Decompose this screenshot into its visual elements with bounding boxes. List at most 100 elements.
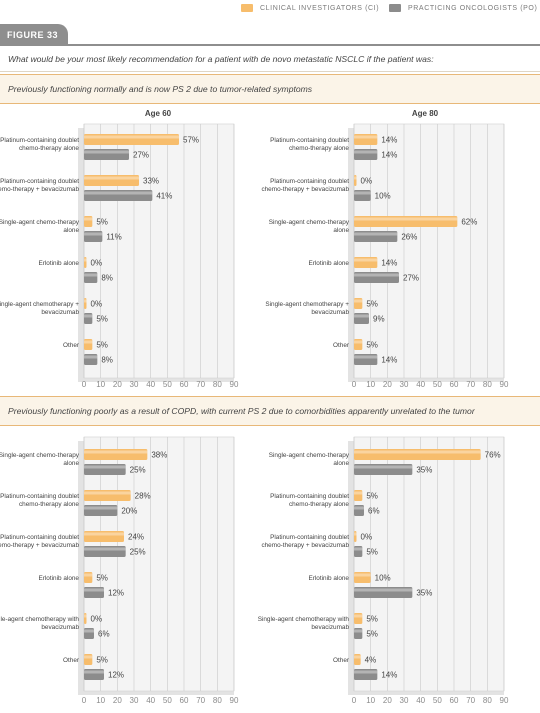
bar-ci — [354, 654, 361, 665]
bar-highlight — [354, 273, 399, 277]
data-label: 0% — [91, 259, 103, 268]
x-tick-label: 80 — [483, 696, 492, 705]
bar-po — [354, 272, 399, 283]
category-label: Erlotinib alone — [38, 575, 79, 582]
data-label: 14% — [381, 151, 397, 160]
data-label: 4% — [365, 656, 377, 665]
data-label: 20% — [121, 507, 137, 516]
bar-highlight — [354, 655, 361, 659]
bar-po — [84, 149, 129, 160]
bar-ci — [354, 257, 378, 268]
data-label: 9% — [373, 315, 385, 324]
bar-highlight — [84, 299, 87, 303]
bar-ci — [84, 134, 179, 145]
data-label: 24% — [128, 533, 144, 542]
section-banner-2: Previously functioning poorly as a resul… — [0, 396, 540, 426]
data-label: 5% — [366, 492, 378, 501]
data-label: 38% — [151, 451, 167, 460]
bar-po — [84, 272, 98, 283]
bar-po — [84, 354, 98, 365]
category-label: Single-agent chemotherapy with bevacizum… — [257, 616, 349, 631]
bar-po — [84, 464, 126, 475]
data-label: 11% — [106, 233, 121, 242]
bar-highlight — [84, 629, 94, 633]
data-label: 35% — [416, 466, 432, 475]
x-tick-label: 90 — [500, 380, 509, 389]
chart-svg: 0 10 20 30 40 50 60 70 80 90 76% 35% 5% 6% 0% 5% 10% 35% 5… — [348, 436, 509, 705]
x-tick-label: 50 — [433, 696, 442, 705]
data-label: 14% — [381, 136, 397, 145]
bar-highlight — [84, 258, 87, 262]
bar-highlight — [354, 588, 413, 592]
bar-ci — [354, 175, 357, 186]
x-tick-label: 50 — [163, 696, 172, 705]
bar-ci — [84, 175, 139, 186]
bar-highlight — [84, 217, 93, 221]
bar-po — [354, 628, 363, 639]
x-tick-label: 70 — [466, 380, 475, 389]
bar-ci — [354, 531, 357, 542]
chart-copd-left: 0 10 20 30 40 50 60 70 80 90 38% 25% 28% 20% 24% 25% 5% 1… — [0, 436, 270, 713]
bar-highlight — [354, 217, 458, 221]
panel-title-age-60: Age 60 — [144, 109, 172, 118]
bar-highlight — [84, 670, 104, 674]
data-label: 0% — [361, 533, 373, 542]
x-tick-label: 60 — [450, 696, 459, 705]
category-label: Platinum-containing doublet chemo-therap… — [0, 493, 79, 508]
bar-ci — [354, 134, 378, 145]
data-label: 33% — [143, 177, 159, 186]
x-tick-label: 10 — [366, 696, 375, 705]
x-tick-label: 40 — [146, 696, 155, 705]
bar-po — [84, 546, 126, 557]
x-tick-label: 50 — [163, 380, 172, 389]
data-label: 0% — [91, 300, 103, 309]
bar-ci — [354, 449, 481, 460]
bar-highlight — [354, 150, 378, 154]
data-label: 5% — [366, 548, 378, 557]
bar-po — [354, 464, 413, 475]
bar-highlight — [354, 547, 363, 551]
x-tick-label: 90 — [230, 380, 239, 389]
category-label: Platinum-containing doublet chemo-therap… — [270, 137, 349, 152]
bar-po — [84, 669, 104, 680]
bar-po — [354, 669, 378, 680]
bar-highlight — [84, 573, 93, 577]
bar-highlight — [84, 314, 93, 318]
category-label: Platinum-containing doublet chemo-therap… — [270, 493, 349, 508]
bar-highlight — [84, 547, 126, 551]
bar-ci — [84, 449, 148, 460]
plot-area — [83, 436, 235, 692]
category-label: Single-agent chemo-therapy alone — [0, 452, 79, 467]
bar-po — [354, 505, 364, 516]
x-tick-label: 10 — [366, 380, 375, 389]
bar-highlight — [84, 150, 129, 154]
data-label: 5% — [96, 315, 108, 324]
bar-highlight — [84, 340, 93, 344]
panel-title-age-80: Age 80 — [411, 109, 439, 118]
data-label: 6% — [368, 507, 380, 516]
legend-label-po: PRACTICING ONCOLOGISTS (PO) — [408, 4, 538, 12]
x-tick-label: 60 — [180, 696, 189, 705]
data-label: 14% — [381, 259, 397, 268]
section-banner-1: Previously functioning normally and is n… — [0, 74, 540, 104]
data-label: 28% — [135, 492, 151, 501]
data-label: 5% — [366, 341, 378, 350]
bar-po — [354, 546, 363, 557]
plot-area — [353, 436, 505, 692]
x-tick-label: 50 — [433, 380, 442, 389]
bar-po — [84, 505, 118, 516]
bar-highlight — [84, 135, 179, 139]
category-label: Platinum-containing doublet chemo-therap… — [0, 534, 79, 549]
category-label: Single-agent chemotherapy + bevacizumab — [0, 301, 79, 316]
bar-ci — [84, 216, 93, 227]
bar-highlight — [354, 614, 363, 618]
bar-ci — [354, 339, 363, 350]
data-label: 25% — [130, 548, 146, 557]
bar-highlight — [354, 232, 398, 236]
data-label: 10% — [375, 192, 391, 201]
x-tick-label: 10 — [96, 380, 105, 389]
data-label: 26% — [401, 233, 417, 242]
bar-ci — [84, 298, 87, 309]
x-tick-label: 60 — [180, 380, 189, 389]
data-label: 27% — [403, 274, 419, 283]
